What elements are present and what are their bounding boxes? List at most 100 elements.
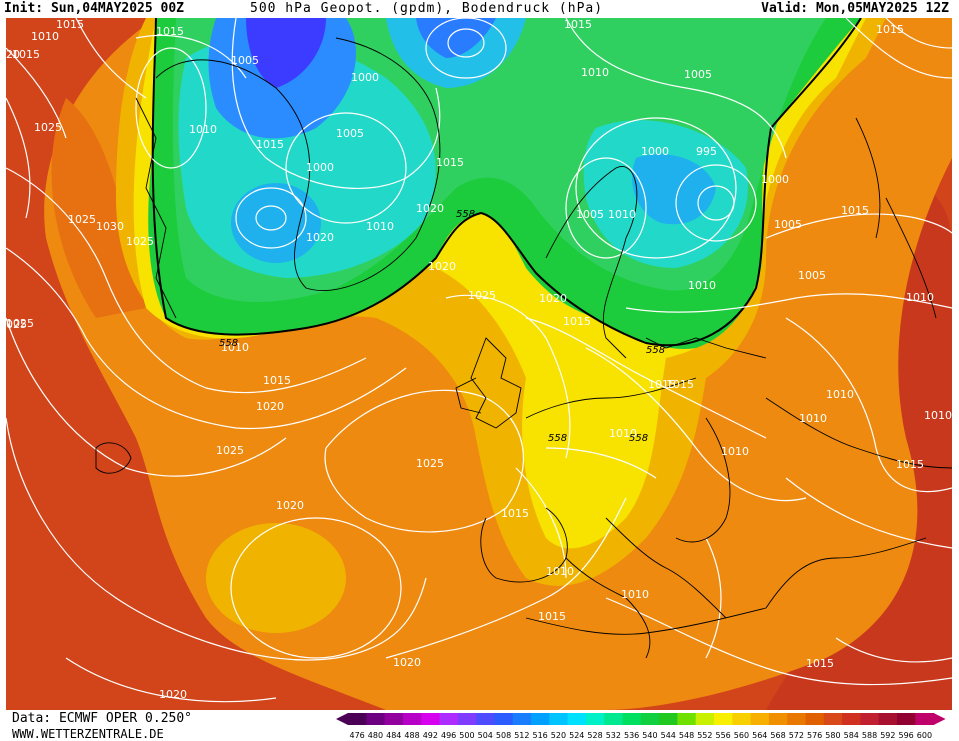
isobar-label: 1015 [806, 657, 834, 670]
isobar-label: 1010 [581, 66, 609, 79]
legend-value: 524 [569, 731, 584, 740]
legend-swatch [915, 713, 935, 725]
legend-value: 480 [368, 731, 383, 740]
legend-value: 536 [624, 731, 639, 740]
isobar-label: 1010 [826, 388, 854, 401]
legend-swatch [421, 713, 440, 725]
map-footer: Data: ECMWF OPER 0.250° WWW.WETTERZENTRA… [0, 710, 959, 741]
map-title: 500 hPa Geopot. (gpdm), Bodendruck (hPa) [250, 1, 604, 16]
isobar-label: 1010 [366, 220, 394, 233]
isobar-label: 1000 [351, 71, 379, 84]
isobar-label: 1020 [416, 202, 444, 215]
isobar-label: 1015 [436, 156, 464, 169]
isobar-label: 1025 [216, 444, 244, 457]
isobar-label: 1015 [841, 204, 869, 217]
isobar-label: 1015 [12, 48, 40, 61]
isobar-label: 1020 [306, 231, 334, 244]
isobar-label: 1020 [539, 292, 567, 305]
legend-value: 532 [606, 731, 621, 740]
legend-value: 508 [496, 731, 511, 740]
height-label: 558 [646, 345, 665, 356]
field-516 [246, 18, 326, 88]
valid-time: Valid: Mon,05MAY2025 12Z [761, 1, 949, 16]
coastlines [95, 37, 952, 659]
isobar-label: 1025 [6, 317, 34, 330]
legend-value: 492 [423, 731, 438, 740]
height-label: 558 [548, 433, 567, 444]
website: WWW.WETTERZENTRALE.DE [12, 727, 164, 741]
legend-value: 560 [734, 731, 749, 740]
legend-value: 596 [899, 731, 914, 740]
legend-value: 544 [661, 731, 676, 740]
isobar-label: 1015 [538, 610, 566, 623]
legend-value: 504 [478, 731, 493, 740]
isobar-label: 1015 [564, 18, 592, 31]
legend-value: 552 [697, 731, 712, 740]
isobar-label: 1010 [906, 291, 934, 304]
isobar-label: 1010 [799, 412, 827, 425]
field-568 [51, 98, 146, 318]
legend-swatch [677, 713, 697, 725]
isobar-label: 1025 [416, 457, 444, 470]
legend-swatch [805, 713, 825, 725]
isobar-label: 1005 [576, 208, 604, 221]
isobar-label: 1015 [256, 138, 284, 151]
legend-swatch [640, 713, 660, 725]
legend-value: 488 [404, 731, 419, 740]
legend-swatch [402, 713, 422, 725]
legend-swatch [348, 713, 367, 725]
data-source: Data: ECMWF OPER 0.250° [12, 711, 193, 726]
legend-value: 576 [807, 731, 822, 740]
isobar-label: 1000 [306, 161, 334, 174]
isobar-label: 1000 [761, 173, 789, 186]
isobar-label: 1010 [31, 30, 59, 43]
legend-swatch [439, 713, 459, 725]
height-label: 558 [219, 338, 238, 349]
isobar-label: 20 [6, 48, 20, 61]
isobar-label: 1015 [156, 25, 184, 38]
legend-arrow-left [336, 713, 348, 725]
isobar-label: 1015 [263, 374, 291, 387]
legend-swatch [787, 713, 806, 725]
legend-arrow-right [933, 713, 946, 725]
height-contour-558 [151, 18, 862, 347]
legend-value: 540 [642, 731, 657, 740]
legend-swatch [567, 713, 587, 725]
isobar-label: 1005 [231, 54, 259, 67]
isobar-label: 025 [6, 318, 27, 331]
legend-swatch [457, 713, 477, 725]
isobar-label: 1025 [34, 121, 62, 134]
legend-value: 568 [770, 731, 785, 740]
isobar-label: 1020 [276, 499, 304, 512]
legend-swatch [768, 713, 788, 725]
legend-swatch [549, 713, 569, 725]
legend-value: 500 [459, 731, 474, 740]
legend-swatch [531, 713, 550, 725]
isobar-label: 1010 [546, 565, 574, 578]
isobar-label: 1020 [256, 400, 284, 413]
isobar-label: 1030 [96, 220, 124, 233]
isobar-label: 1020 [428, 260, 456, 273]
legend-value: 528 [587, 731, 602, 740]
isobar-label: 1010 [608, 208, 636, 221]
legend-swatch [659, 713, 678, 725]
isobar-label: 1020 [159, 688, 187, 701]
legend-swatch [732, 713, 752, 725]
legend-value: 512 [514, 731, 529, 740]
height-label: 558 [629, 433, 648, 444]
legend-value: 556 [716, 731, 731, 740]
field-532-west [231, 183, 321, 263]
legend-value: 600 [917, 731, 932, 740]
legend-swatch [476, 713, 495, 725]
legend-swatch [878, 713, 898, 725]
isobar-label: 1010 [189, 123, 217, 136]
isobar-label: 1010 [221, 341, 249, 354]
isobar-label: 1005 [798, 269, 826, 282]
legend-value: 516 [533, 731, 548, 740]
isobar-label: 1015 [501, 507, 529, 520]
isobars [6, 18, 952, 703]
legend-swatch [714, 713, 733, 725]
legend-swatch [622, 713, 642, 725]
map-canvas: 1015 1010 1015 1005 1000 1010 1015 1005 … [6, 18, 952, 710]
isobar-label: 1020 [393, 656, 421, 669]
